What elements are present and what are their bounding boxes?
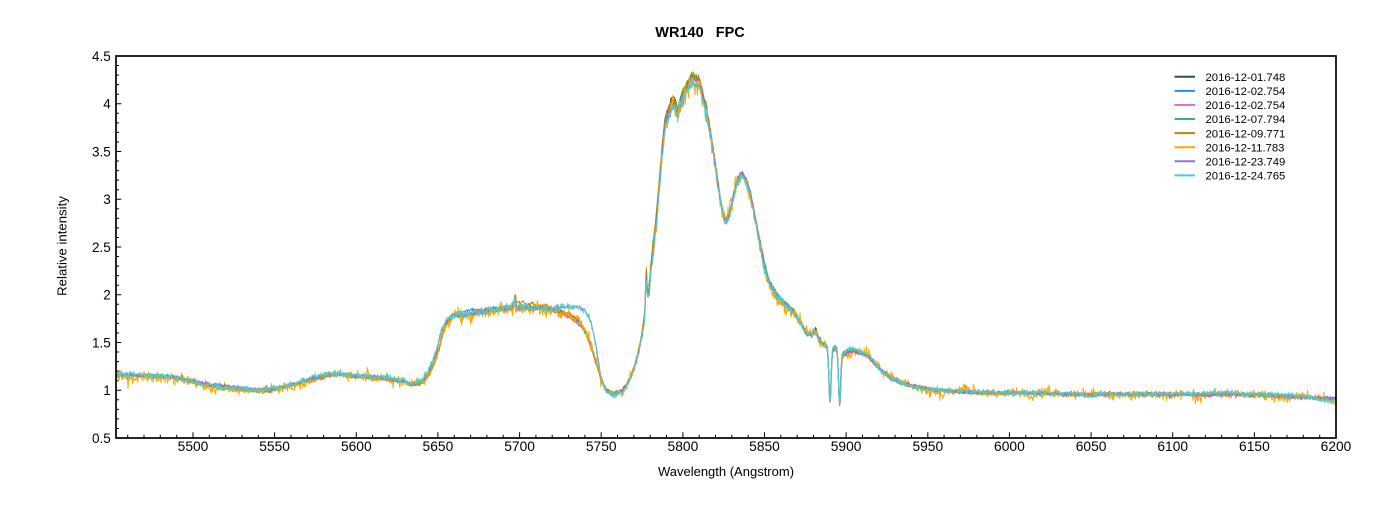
svg-text:6100: 6100 <box>1157 439 1188 454</box>
svg-text:2016-12-02.754: 2016-12-02.754 <box>1206 100 1286 112</box>
svg-text:2016-12-02.754: 2016-12-02.754 <box>1206 86 1286 98</box>
svg-text:4.5: 4.5 <box>92 49 111 64</box>
svg-text:2: 2 <box>103 288 111 303</box>
svg-text:5600: 5600 <box>341 439 372 454</box>
svg-text:4: 4 <box>103 97 111 112</box>
svg-text:6050: 6050 <box>1076 439 1107 454</box>
svg-text:5500: 5500 <box>178 439 209 454</box>
svg-text:Wavelength (Angstrom): Wavelength (Angstrom) <box>658 464 794 479</box>
svg-text:5850: 5850 <box>749 439 780 454</box>
svg-text:3: 3 <box>103 192 111 207</box>
svg-text:6150: 6150 <box>1239 439 1270 454</box>
svg-text:2016-12-23.749: 2016-12-23.749 <box>1206 157 1286 169</box>
svg-text:2.5: 2.5 <box>92 240 111 255</box>
svg-text:5700: 5700 <box>504 439 535 454</box>
svg-text:6200: 6200 <box>1321 439 1352 454</box>
svg-text:5750: 5750 <box>586 439 617 454</box>
svg-text:1.5: 1.5 <box>92 335 111 350</box>
svg-text:5650: 5650 <box>423 439 454 454</box>
svg-text:Relative intensity: Relative intensity <box>55 196 70 296</box>
svg-text:0.5: 0.5 <box>92 431 111 446</box>
svg-text:2016-12-09.771: 2016-12-09.771 <box>1206 128 1286 140</box>
svg-text:WR140 FPC: WR140 FPC <box>655 25 745 41</box>
svg-text:2016-12-01.748: 2016-12-01.748 <box>1206 72 1286 84</box>
svg-text:3.5: 3.5 <box>92 144 111 159</box>
svg-text:6000: 6000 <box>994 439 1025 454</box>
svg-text:2016-12-11.783: 2016-12-11.783 <box>1206 142 1285 154</box>
svg-text:1: 1 <box>103 383 111 398</box>
svg-text:5550: 5550 <box>259 439 290 454</box>
svg-text:5950: 5950 <box>912 439 943 454</box>
svg-text:5900: 5900 <box>831 439 862 454</box>
svg-text:5800: 5800 <box>668 439 699 454</box>
svg-text:2016-12-24.765: 2016-12-24.765 <box>1206 171 1286 183</box>
svg-text:2016-12-07.794: 2016-12-07.794 <box>1206 114 1286 126</box>
